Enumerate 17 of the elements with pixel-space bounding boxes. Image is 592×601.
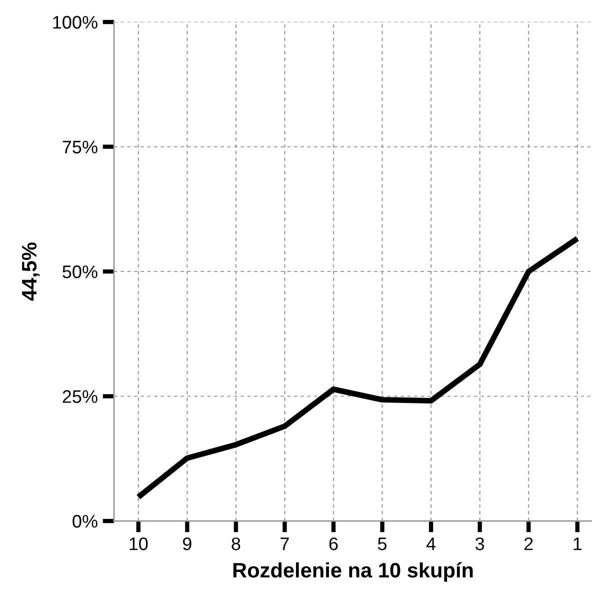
x-tick-label: 2 <box>524 537 533 550</box>
x-tick-label: 8 <box>232 537 240 550</box>
x-axis-title: Rozdelenie na 10 skupín <box>233 562 473 582</box>
x-tick-label: 7 <box>280 538 289 550</box>
y-tick-label: 50% <box>62 265 98 278</box>
y-tick-label: 0% <box>72 514 98 528</box>
x-tick-label: 1 <box>574 538 582 550</box>
x-tick-label: 3 <box>475 537 484 550</box>
x-tick-label: 5 <box>378 538 387 550</box>
x-tick-label: 10 <box>130 537 148 550</box>
y-tick-label: 25% <box>62 390 98 403</box>
y-tick-label: 100% <box>53 16 98 29</box>
x-tick-label: 4 <box>426 538 436 550</box>
x-tick-label: 9 <box>182 537 192 550</box>
y-tick-label: 75% <box>62 140 98 154</box>
y-axis-title: 44,5% <box>22 242 40 301</box>
x-tick-label: 6 <box>329 537 338 550</box>
